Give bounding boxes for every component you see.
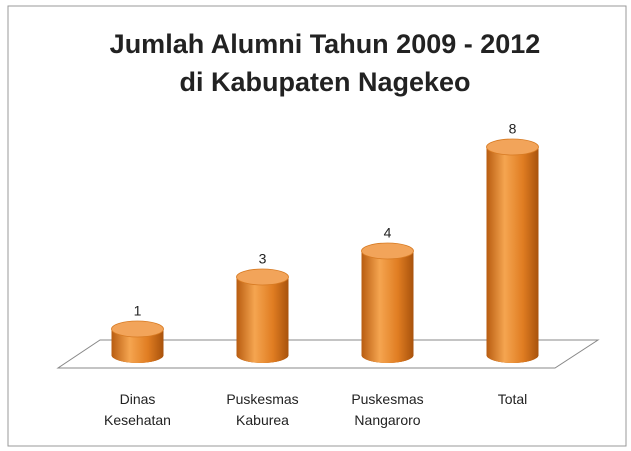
data-label: 8 (509, 121, 517, 137)
bar-bottom-edge (111, 355, 164, 363)
bar-top (361, 242, 414, 260)
chart-title: di Kabupaten Nagekeo (179, 67, 470, 97)
x-tick-label: Dinas Kesehatan (104, 391, 171, 428)
bar-top (236, 268, 289, 286)
data-label: 4 (384, 225, 392, 241)
bar (361, 251, 414, 355)
bar-top (111, 320, 164, 338)
chart-title: Jumlah Alumni Tahun 2009 - 2012 (110, 29, 541, 59)
x-tick-label: Puskesmas Kaburea (226, 391, 298, 428)
bar-top (486, 138, 539, 156)
bar-bottom-edge (361, 355, 414, 363)
bar (486, 147, 539, 355)
data-label: 3 (259, 251, 267, 267)
bar-bottom-edge (236, 355, 289, 363)
x-tick-label: Puskesmas Nangaroro (351, 391, 423, 428)
x-tick-label: Total (498, 391, 528, 407)
floor (56, 339, 600, 369)
data-label: 1 (134, 303, 142, 319)
bar-bottom-edge (486, 355, 539, 363)
bar (236, 277, 289, 355)
